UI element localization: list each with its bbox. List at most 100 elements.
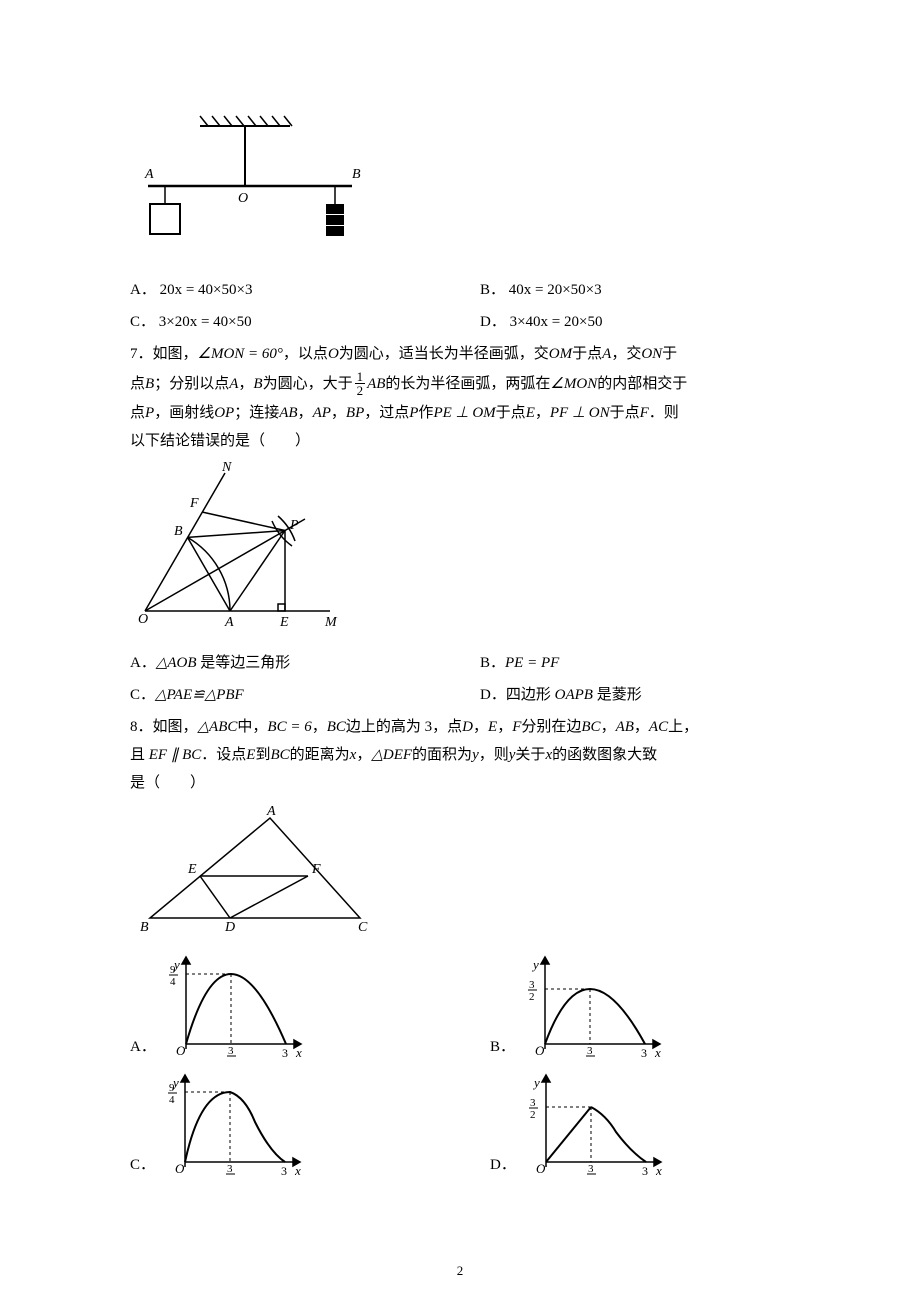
gB-xd: 2 [587,1057,593,1059]
q7-l3-c: ；连接 [234,405,279,421]
q7-line2: 点B；分别以点A，B为圆心，大于 1 2 AB的长为半径画弧，两弧在∠MON的内… [130,370,790,397]
q8-l2-y: y [472,747,479,763]
q8-l1-g: 分别在边 [521,719,581,735]
q7-l3-a: 点 [130,405,145,421]
q8f-F: F [311,862,321,877]
gC-yd: 4 [169,1094,175,1106]
q7-l3-b: ，画射线 [154,405,214,421]
q7-l3-AP: AP [313,405,331,421]
q8-C-p: C． [130,1153,155,1177]
q7-l1-b: ，以点 [283,346,328,362]
q7-l2-b: ；分别以点 [154,372,229,396]
gD-x: x [655,1163,662,1177]
q7-row1: A．△AOB 是等边三角形 B．PE = PF [130,647,790,679]
g-xn: 3 [228,1045,234,1057]
q8-l1-bc2: BC [327,719,346,735]
gD-yd: 2 [530,1109,536,1121]
q7-A-r: 是等边三角形 [197,655,291,671]
q7-l1-c: 为圆心，适当长为半径画弧，交 [339,346,549,362]
q7f-A: A [224,615,234,630]
q7-l2-d: 为圆心，大于 [263,372,353,396]
q8-line2: 且 EF ∥ BC．设点E到BC的距离为x，△DEF的面积为y，则y关于x的函数… [130,743,790,767]
q8-l2-g: ，则 [479,747,509,763]
q7-l3-i: ， [535,405,550,421]
q7-l3-k: ．则 [649,405,679,421]
q8-l1-F: F [512,719,521,735]
q6-A-eq: 20x = 40×50×3 [160,282,253,298]
q8-l1-i: ， [634,719,649,735]
q8-line3: 是（ ） [130,771,790,795]
q7-line3: 点P，画射线OP；连接AB，AP，BP，过点P作PE ⊥ OM于点E，PF ⊥ … [130,401,790,425]
q8-l1-bc: BC = 6 [267,719,311,735]
q7-C-p: C． [130,687,155,703]
gD-xm: 3 [642,1164,648,1177]
gC-yn: 9 [169,1082,175,1094]
q7-frac-den: 2 [355,383,366,397]
q8-line1: 8．如图，△ABC中，BC = 6，BC边上的高为 3，点D，E，F分别在边BC… [130,715,790,739]
q7-l2-MON: ∠MON [550,372,597,396]
q6-C-eq: 3×20x = 40×50 [159,314,252,330]
q8f-D: D [224,920,235,933]
q8-l1-d: 边上的高为 3，点 [346,719,462,735]
q7-l1-ON: ON [641,346,662,362]
q8-l1-a: 8．如图， [130,719,198,735]
q8-l2-c: 到 [255,747,270,763]
q8f-C: C [358,920,368,933]
q7-A-p: A． [130,655,156,671]
gC-x: x [294,1163,301,1177]
q8-l1-c: ， [312,719,327,735]
q8-l1-tri: △ABC [198,719,238,735]
q7-l3-F: F [640,405,649,421]
q7f-E: E [279,615,289,630]
q8-l1-e: ， [473,719,488,735]
q8-graph-C: y x O 9 4 3 2 3 [155,1067,305,1177]
q7f-N: N [221,461,232,475]
q7-l3-d: ， [298,405,313,421]
q7-l1-OM: OM [549,346,572,362]
g-x: x [295,1045,302,1059]
gD-xd: 2 [588,1175,594,1177]
q7-l3-j: 于点 [610,405,640,421]
q7-l3-PF: PF ⊥ ON [550,405,610,421]
q7-l1-angle: ∠MON = 60° [198,346,283,362]
q8-graph-A: y x O 9 4 3 2 3 [156,949,306,1059]
gB-xm: 3 [641,1046,647,1059]
q7-C-eq: △PAE≌△PBF [155,687,244,703]
q7-l1-e: ，交 [611,346,641,362]
q7-D-oapb: OAPB [555,687,593,703]
q8f-A: A [266,804,276,819]
q8-l2-h: 关于 [515,747,545,763]
q7-l1-f: 于 [662,346,677,362]
q7-l2-AB: AB [367,372,385,396]
gB-yd: 2 [529,991,535,1003]
q7-l3-BP: BP [346,405,364,421]
q8-l2-f: 的面积为 [412,747,472,763]
q7-l2-a: 点 [130,372,145,396]
g-O: O [176,1043,186,1058]
q7-l1-O: O [328,346,339,362]
q8-l1-AC: AC [649,719,668,735]
q8-l1-D: D [462,719,473,735]
gC-O: O [175,1161,185,1176]
q7-l3-OP: OP [214,405,234,421]
q7-frac-num: 1 [357,370,364,383]
q7-l1-a: 7．如图， [130,346,198,362]
q8-l1-f: ， [497,719,512,735]
q8-l1-E: E [488,719,497,735]
q7-D-p: D． [480,687,506,703]
q8-l2-d: 的距离为 [290,747,350,763]
q8-l2-i: 的函数图象大致 [552,747,657,763]
q8-graphs-row2: C． y x O 9 4 3 2 [130,1067,790,1177]
gC-xd: 2 [227,1175,233,1177]
gC-xm: 3 [281,1164,287,1177]
q7-D-pre: 四边形 [506,687,555,703]
q8f-E: E [187,862,197,877]
q7-l2-e: 的长为半径画弧，两弧在 [385,372,550,396]
gB-x: x [654,1045,661,1059]
q7-figure: O A B P E M N F [130,461,790,639]
q7-l3-g: 作 [418,405,433,421]
gD-y: y [532,1075,540,1090]
lever-label-B: B [352,167,361,182]
q7-l3-E: E [526,405,535,421]
q7-l2-c: ， [238,372,253,396]
